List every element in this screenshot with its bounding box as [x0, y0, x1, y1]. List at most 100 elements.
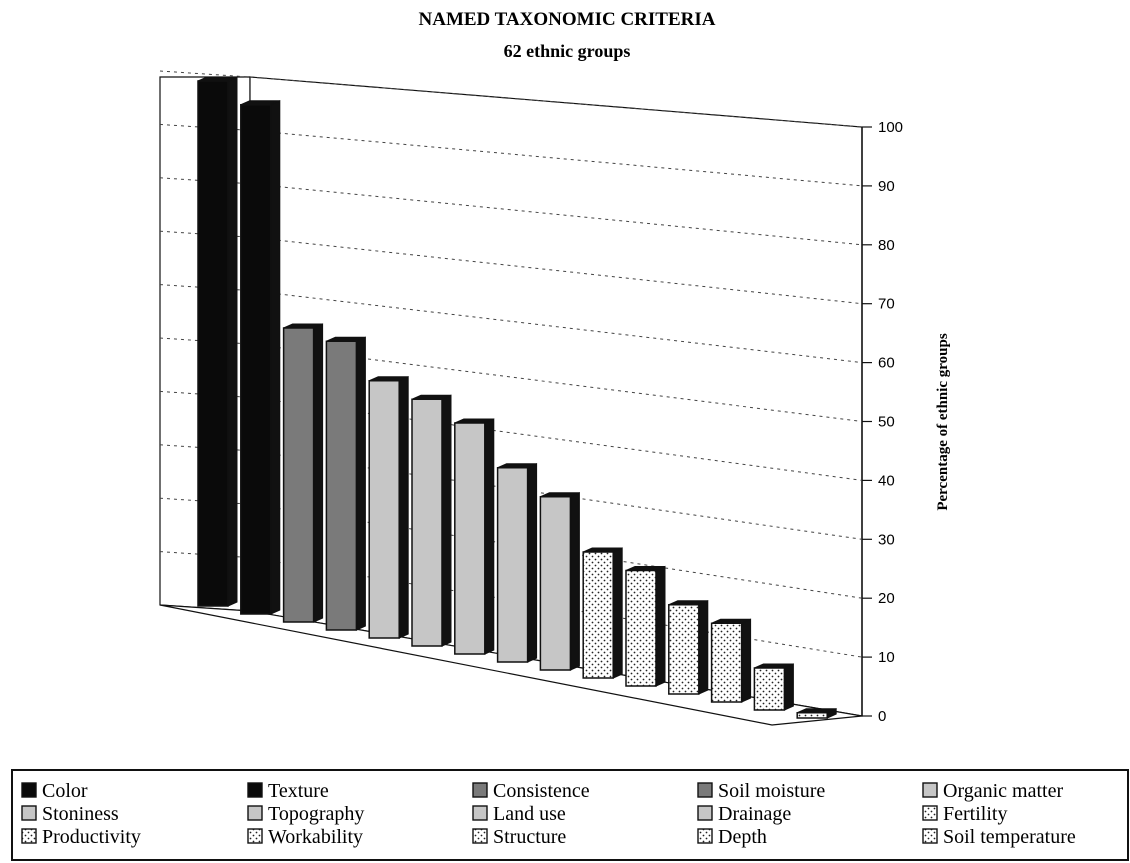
- legend-item: Texture: [247, 780, 329, 802]
- bar: [282, 323, 324, 623]
- gridline: [249, 76, 863, 128]
- bar: [753, 663, 794, 711]
- bars: [197, 76, 837, 719]
- legend-label: Productivity: [42, 826, 141, 848]
- bar-side: [569, 491, 580, 671]
- bar: [240, 99, 281, 615]
- legend-label: Organic matter: [943, 780, 1063, 802]
- bar-side: [783, 663, 794, 711]
- bar-front: [282, 327, 315, 623]
- legend-label: Color: [42, 780, 88, 802]
- gridline-side: [159, 551, 251, 559]
- gridline-side: [159, 337, 251, 345]
- legend-item: Soil moisture: [697, 780, 825, 802]
- bar: [796, 707, 837, 719]
- bar-front: [411, 398, 443, 647]
- bar-front: [325, 340, 358, 631]
- legend-label: Workability: [268, 826, 363, 848]
- legend-item: Soil temperature: [922, 826, 1076, 848]
- gridline-side: [159, 444, 251, 452]
- legend-swatch: [922, 828, 938, 844]
- legend-swatch: [922, 805, 938, 821]
- legend-label: Topography: [268, 803, 364, 825]
- bar: [668, 599, 709, 695]
- bar: [368, 375, 409, 639]
- legend-swatch: [697, 828, 713, 844]
- legend-swatch: [922, 782, 938, 798]
- legend-label: Consistence: [493, 780, 590, 802]
- y-tick-label: 100: [878, 119, 903, 136]
- bar: [539, 491, 580, 671]
- gridline-side: [159, 70, 251, 78]
- bar-front: [496, 467, 529, 663]
- bar-front: [368, 380, 400, 639]
- bar-side: [355, 336, 366, 631]
- legend-item: Topography: [247, 803, 364, 825]
- gridline-side: [159, 230, 251, 238]
- gridline: [249, 396, 863, 481]
- bar-front: [710, 622, 743, 703]
- y-tick-label: 50: [878, 414, 895, 431]
- legend-swatch: [247, 828, 263, 844]
- gridline-side: [159, 390, 251, 398]
- gridline-side: [159, 177, 251, 185]
- bar-side: [398, 375, 409, 639]
- gridline: [249, 183, 863, 246]
- bar-front: [625, 569, 657, 687]
- legend-item: Consistence: [472, 780, 590, 802]
- gridline-side: [159, 284, 251, 292]
- legend-swatch: [472, 828, 488, 844]
- legend-swatch: [21, 828, 37, 844]
- y-tick-label: 40: [878, 472, 895, 489]
- bar-front: [197, 80, 229, 607]
- bar: [454, 418, 495, 655]
- bar: [625, 565, 666, 687]
- chart-subtitle: 62 ethnic groups: [504, 41, 631, 61]
- y-axis-label: Percentage of ethnic groups: [935, 333, 951, 510]
- legend-item: Organic matter: [922, 780, 1063, 802]
- legend-item: Drainage: [697, 803, 791, 825]
- legend-label: Land use: [493, 803, 566, 825]
- bar-front: [796, 712, 828, 719]
- gridline-side: [159, 123, 251, 131]
- legend-item: Stoniness: [21, 803, 119, 825]
- legend-swatch: [247, 782, 263, 798]
- bar-front: [668, 604, 700, 695]
- legend-swatch: [21, 782, 37, 798]
- bar: [411, 394, 452, 647]
- bar-front: [240, 104, 272, 615]
- y-tick-label: 30: [878, 531, 895, 548]
- gridline: [249, 236, 863, 305]
- bar: [710, 618, 752, 703]
- bar-side: [227, 76, 238, 607]
- y-tick-label: 20: [878, 590, 895, 607]
- legend-swatch: [472, 782, 488, 798]
- bar-side: [270, 99, 281, 615]
- y-tick-label: 70: [878, 296, 895, 313]
- legend-label: Stoniness: [42, 803, 119, 825]
- legend-label: Drainage: [718, 803, 791, 825]
- bar: [325, 336, 366, 631]
- legend-box: [11, 769, 1129, 861]
- bar: [582, 547, 623, 679]
- bar-front: [539, 496, 572, 671]
- bar-side: [527, 462, 538, 663]
- gridline: [249, 290, 863, 364]
- chart-title: NAMED TAXONOMIC CRITERIA: [419, 9, 716, 30]
- y-tick-label: 80: [878, 237, 895, 254]
- legend-swatch: [472, 805, 488, 821]
- legend-label: Structure: [493, 826, 566, 848]
- y-tick-label: 60: [878, 355, 895, 372]
- bar-front: [753, 667, 786, 711]
- legend-label: Soil temperature: [943, 826, 1076, 848]
- legend-item: Depth: [697, 826, 767, 848]
- legend-item: Productivity: [21, 826, 141, 848]
- legend-item: Fertility: [922, 803, 1007, 825]
- bar: [197, 76, 238, 607]
- bar-side: [655, 565, 666, 687]
- gridline-side: [159, 497, 251, 505]
- legend-label: Soil moisture: [718, 780, 825, 802]
- bar-side: [313, 323, 324, 623]
- y-tick-label: 90: [878, 178, 895, 195]
